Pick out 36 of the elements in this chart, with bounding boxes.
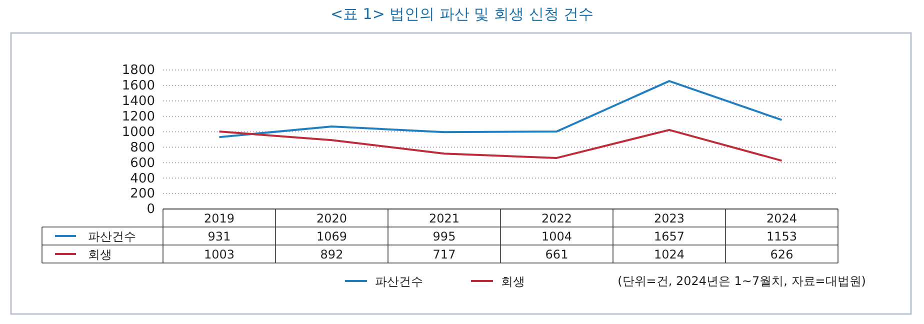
data-label: 661 (545, 248, 568, 262)
line-series (218, 80, 783, 138)
y-tick-label: 200 (130, 186, 155, 202)
x-tick-label: 2020 (316, 212, 348, 226)
legend-label: 파산건수 (88, 230, 136, 244)
data-label: 892 (320, 248, 344, 262)
data-label: 1069 (316, 230, 348, 244)
data-label: 1153 (766, 230, 798, 244)
data-label: 1004 (541, 230, 572, 244)
y-tick-label: 1800 (122, 63, 155, 78)
data-label: 931 (208, 230, 231, 244)
y-tick-label: 1200 (122, 109, 155, 124)
x-tick-label: 2019 (204, 212, 235, 226)
x-tick-label: 2022 (541, 212, 572, 226)
data-label: 626 (770, 248, 794, 262)
y-tick-label: 0 (146, 202, 155, 218)
data-label: 1657 (654, 230, 685, 244)
legend-label: 회생 (501, 274, 525, 288)
data-label: 995 (432, 230, 456, 244)
data-label: 1003 (204, 248, 235, 262)
chart-title: <표 1> 법인의 파산 및 회생 신청 건수 (330, 5, 594, 23)
line-series (218, 128, 783, 162)
y-tick-label: 600 (130, 156, 155, 171)
y-tick-label: 400 (130, 171, 155, 186)
data-label: 1024 (654, 248, 685, 262)
x-tick-label: 2023 (654, 212, 685, 226)
data-label: 717 (432, 248, 456, 262)
y-tick-label: 800 (130, 140, 155, 156)
text: 회생 (88, 248, 112, 262)
x-tick-label: 2021 (428, 212, 460, 226)
y-tick-label: 1600 (122, 78, 155, 94)
text: (단위=건, 2024년은 1~7월치, 자료=대법원) (618, 274, 866, 288)
y-tick-label: 1000 (122, 124, 155, 140)
text: 파산건수 (375, 274, 423, 288)
y-tick-label: 1400 (122, 94, 155, 110)
x-tick-label: 2024 (766, 212, 798, 226)
